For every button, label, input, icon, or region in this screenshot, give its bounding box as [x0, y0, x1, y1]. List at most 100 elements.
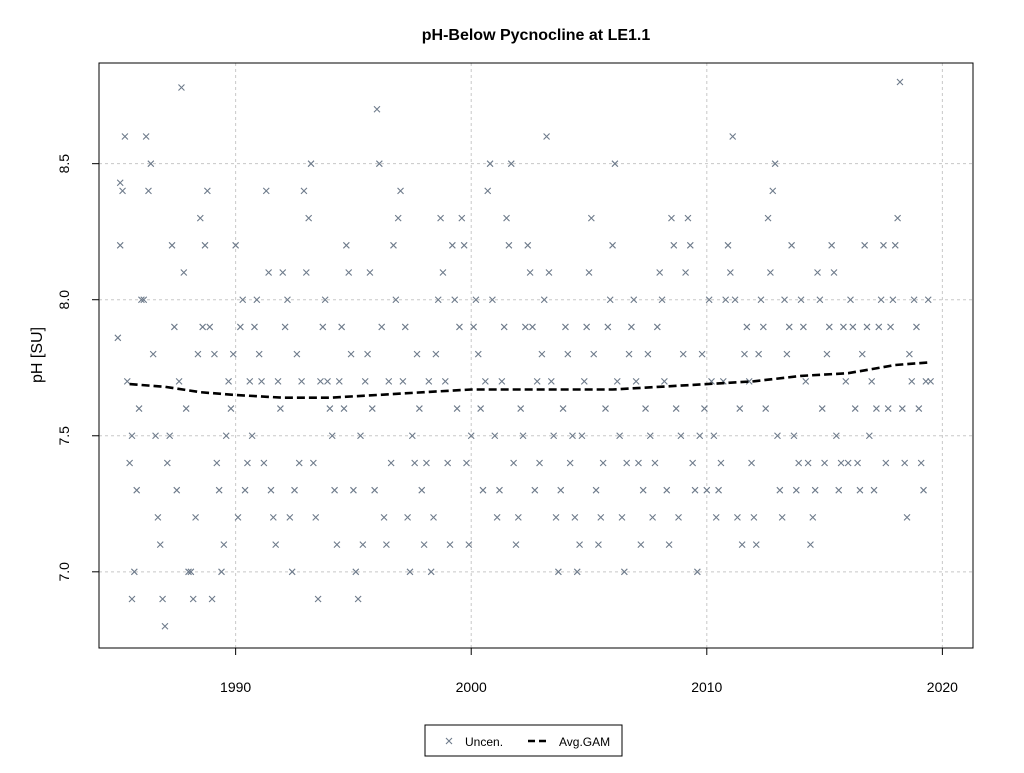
- data-point: [140, 296, 148, 304]
- data-point: [651, 459, 659, 467]
- x-axis: 1990 2000 2010 2020: [220, 647, 958, 695]
- data-point: [809, 514, 817, 521]
- data-point: [423, 459, 430, 467]
- data-point: [149, 350, 157, 358]
- data-point: [832, 432, 840, 440]
- data-point: [262, 187, 270, 195]
- data-point: [849, 323, 857, 331]
- data-point: [420, 541, 428, 548]
- data-point: [456, 323, 463, 331]
- data-point: [653, 323, 661, 331]
- data-point: [340, 405, 348, 412]
- data-point: [785, 323, 793, 331]
- data-point: [114, 334, 122, 342]
- data-point: [913, 323, 920, 331]
- data-point: [646, 432, 654, 440]
- data-point: [338, 323, 346, 331]
- y-axis-label: pH [SU]: [29, 327, 46, 383]
- data-point: [277, 405, 284, 412]
- data-point: [569, 432, 576, 440]
- data-point: [441, 377, 449, 385]
- data-point: [505, 241, 513, 249]
- legend-box: [424, 724, 623, 757]
- data-point: [196, 214, 204, 222]
- data-point: [917, 459, 925, 467]
- data-point: [460, 241, 468, 249]
- data-point: [755, 350, 763, 358]
- x-tick-label: 1990: [220, 679, 251, 695]
- data-point: [309, 459, 317, 467]
- data-point: [470, 323, 477, 331]
- data-point: [799, 323, 807, 331]
- data-point: [771, 160, 779, 168]
- legend-x-marker: [445, 737, 453, 745]
- data-point: [595, 541, 602, 548]
- data-point: [161, 622, 169, 630]
- data-point: [906, 350, 913, 358]
- data-point: [347, 350, 355, 358]
- data-point: [873, 405, 880, 412]
- data-point: [920, 486, 927, 494]
- data-point: [722, 296, 730, 304]
- y-axis: 7.0 7.5 8.0 8.5: [56, 154, 100, 582]
- data-point: [312, 514, 320, 521]
- data-point: [479, 486, 487, 494]
- data-point: [321, 296, 329, 304]
- data-point: [891, 241, 899, 249]
- data-point: [858, 350, 866, 358]
- data-point: [236, 323, 244, 331]
- data-point: [571, 514, 579, 521]
- data-point: [672, 405, 680, 412]
- data-point: [463, 459, 470, 467]
- data-point: [830, 269, 838, 276]
- data-point: [729, 133, 737, 140]
- data-point: [635, 459, 642, 467]
- data-point: [269, 514, 277, 521]
- data-point: [394, 214, 402, 222]
- data-point: [519, 432, 527, 440]
- data-point: [792, 486, 800, 494]
- data-point: [738, 541, 746, 548]
- data-point: [251, 323, 258, 331]
- data-point: [156, 541, 164, 548]
- legend: Uncen. Avg.GAM: [424, 724, 623, 757]
- data-point: [677, 432, 685, 440]
- data-point: [220, 541, 228, 548]
- data-point: [865, 432, 873, 440]
- data-point: [293, 350, 301, 358]
- data-point: [562, 323, 569, 331]
- data-point: [147, 160, 155, 168]
- data-point: [345, 269, 353, 276]
- data-point: [837, 459, 845, 467]
- data-point: [632, 377, 640, 385]
- data-point: [227, 405, 235, 412]
- data-point: [854, 459, 861, 467]
- data-point: [142, 133, 150, 140]
- data-point: [592, 486, 600, 494]
- data-point: [710, 432, 718, 440]
- data-point: [326, 405, 334, 412]
- data-point: [477, 405, 485, 412]
- y-tick-label: 8.0: [56, 290, 72, 310]
- data-point: [218, 568, 225, 576]
- data-point: [851, 405, 859, 412]
- data-point: [823, 350, 831, 358]
- data-point: [877, 296, 885, 304]
- data-point: [679, 350, 687, 358]
- data-point: [776, 486, 784, 494]
- data-point: [602, 405, 609, 412]
- data-point: [741, 350, 748, 358]
- data-point: [364, 350, 371, 358]
- data-point: [206, 323, 214, 331]
- data-point: [265, 269, 273, 276]
- data-point: [481, 377, 489, 385]
- data-point: [324, 377, 331, 385]
- y-tick-label: 7.0: [56, 562, 72, 582]
- data-point: [840, 323, 847, 331]
- data-point: [625, 350, 633, 358]
- data-point: [795, 459, 803, 467]
- data-point: [915, 405, 923, 412]
- data-point: [613, 377, 621, 385]
- data-point: [769, 187, 777, 195]
